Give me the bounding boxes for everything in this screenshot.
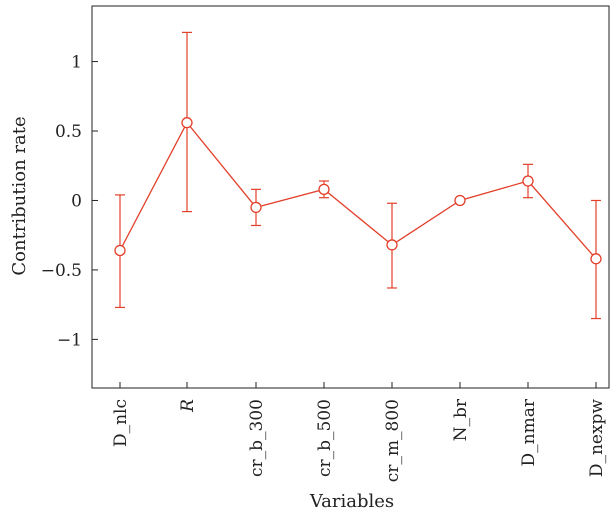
- series-group: [114, 31, 602, 320]
- y-tick-label: −1: [57, 330, 82, 350]
- x-axis-label: Variables: [309, 491, 394, 512]
- data-point: [250, 201, 262, 214]
- x-tick-label: N_br: [451, 398, 471, 441]
- series-line: [119, 121, 597, 260]
- x-tick-label: cr_b_500: [315, 399, 335, 477]
- x-tick-label: D_nmar: [519, 398, 539, 466]
- x-tick-label: cr_b_300: [247, 399, 267, 477]
- x-tick-label: cr_m_800: [383, 399, 403, 482]
- y-tick-label: 0.5: [55, 122, 82, 142]
- x-tick-label: R: [178, 399, 198, 413]
- x-tick-label: D_nexpw: [587, 399, 607, 478]
- plot-frame: [91, 5, 610, 389]
- data-point: [181, 117, 193, 129]
- data-point: [318, 183, 330, 196]
- data-point: [454, 194, 466, 207]
- data-point: [386, 239, 398, 251]
- x-tick-label: D_nlc: [111, 399, 131, 447]
- y-tick-label: 1: [71, 53, 82, 73]
- data-point: [590, 253, 602, 265]
- y-axis: 1 0.5 0 −0.5 −1: [41, 53, 98, 350]
- y-tick-label: 0: [71, 191, 82, 211]
- y-axis-label: Contribution rate: [9, 116, 30, 275]
- y-tick-label: −0.5: [41, 261, 82, 281]
- data-point: [114, 244, 126, 257]
- data-point: [522, 175, 534, 187]
